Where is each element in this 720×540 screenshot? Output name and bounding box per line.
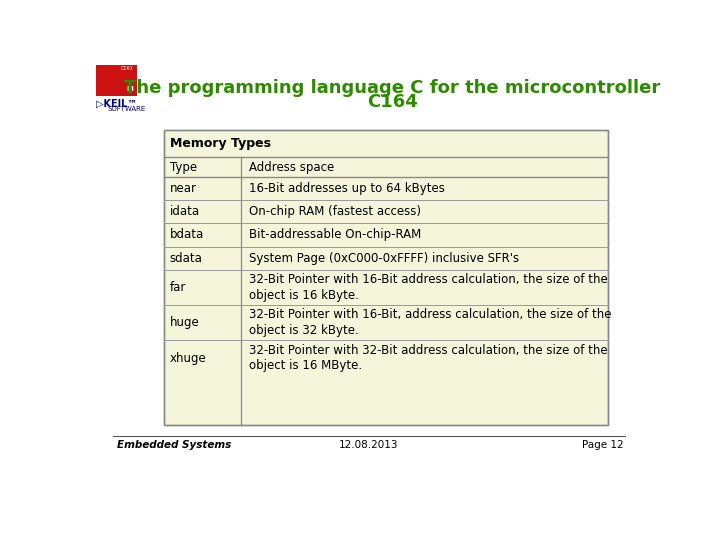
Text: SOFTWARE: SOFTWARE: [107, 106, 145, 112]
Text: 32-Bit Pointer with 16-Bit, address calculation, the size of the: 32-Bit Pointer with 16-Bit, address calc…: [249, 308, 611, 321]
Text: idata: idata: [170, 205, 200, 218]
Text: bdata: bdata: [170, 228, 204, 241]
Text: C161: C161: [121, 65, 133, 71]
Text: 32-Bit Pointer with 16-Bit address calculation, the size of the: 32-Bit Pointer with 16-Bit address calcu…: [249, 273, 608, 286]
Text: xhuge: xhuge: [170, 352, 207, 365]
Text: 16-Bit addresses up to 64 kBytes: 16-Bit addresses up to 64 kBytes: [249, 183, 445, 195]
Text: object is 16 kByte.: object is 16 kByte.: [249, 288, 359, 302]
Text: 12.08.2013: 12.08.2013: [339, 440, 399, 450]
Text: Type: Type: [170, 161, 197, 174]
Text: ▷KEIL™: ▷KEIL™: [96, 99, 138, 109]
Text: 32-Bit Pointer with 32-Bit address calculation, the size of the: 32-Bit Pointer with 32-Bit address calcu…: [249, 344, 608, 357]
Text: object is 16 MByte.: object is 16 MByte.: [249, 360, 362, 373]
Text: huge: huge: [170, 316, 199, 329]
Text: Embedded Systems: Embedded Systems: [117, 440, 231, 450]
Text: Page 12: Page 12: [582, 440, 624, 450]
Text: Address space: Address space: [249, 161, 334, 174]
FancyBboxPatch shape: [163, 130, 608, 425]
Text: near: near: [170, 183, 197, 195]
Text: object is 32 kByte.: object is 32 kByte.: [249, 324, 359, 337]
Text: far: far: [170, 281, 186, 294]
FancyBboxPatch shape: [96, 62, 137, 96]
Text: sdata: sdata: [170, 252, 203, 265]
Text: C164: C164: [367, 93, 418, 111]
Text: Bit-addressable On-chip-RAM: Bit-addressable On-chip-RAM: [249, 228, 421, 241]
Text: Memory Types: Memory Types: [170, 137, 271, 150]
Text: M: M: [127, 86, 134, 92]
Text: The programming language C for the microcontroller: The programming language C for the micro…: [124, 79, 660, 97]
Text: System Page (0xC000-0xFFFF) inclusive SFR's: System Page (0xC000-0xFFFF) inclusive SF…: [249, 252, 519, 265]
Text: On-chip RAM (fastest access): On-chip RAM (fastest access): [249, 205, 421, 218]
